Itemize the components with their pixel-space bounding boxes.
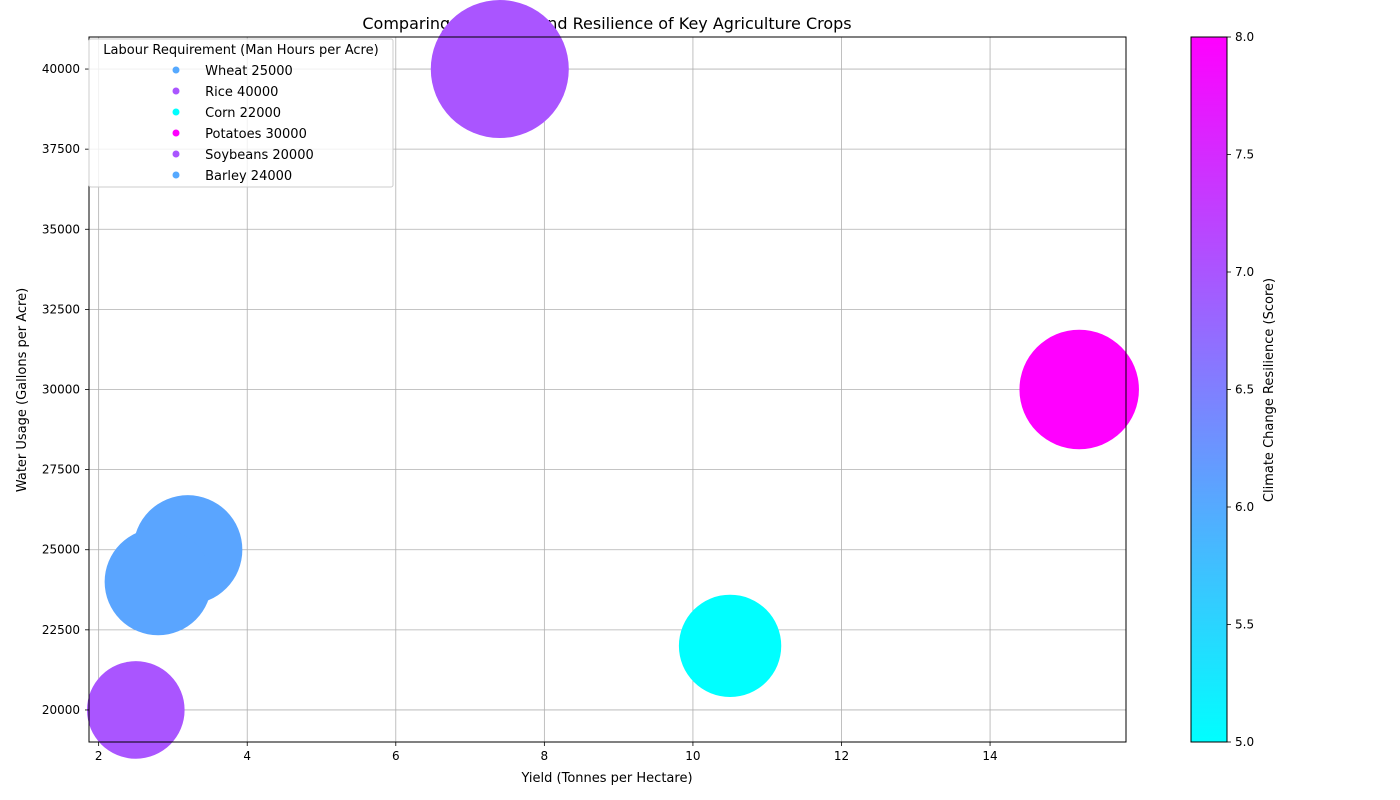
y-tick-label: 27500 xyxy=(42,463,80,477)
x-tick-label: 12 xyxy=(834,749,849,763)
legend-entries: Wheat 25000 Rice 40000 Corn 22000 Potato… xyxy=(172,64,314,184)
grid-lines xyxy=(89,37,1126,742)
x-tick-label: 10 xyxy=(685,749,700,763)
data-point xyxy=(1019,329,1139,450)
colorbar: 5.0 5.5 6.0 6.5 7.0 7.5 8.0 Climate Change Res… xyxy=(1190,30,1277,749)
data-point xyxy=(104,528,212,636)
x-axis-ticks: 2 4 6 8 10 12 14 xyxy=(95,742,998,763)
legend: Labour Requirement (Man Hours per Acre) … xyxy=(88,38,394,188)
y-axis-ticks: 20000 22500 25000 27500 30000 32500 35000 37500… xyxy=(42,62,89,717)
legend-entry-label: Barley 24000 xyxy=(201,169,292,184)
y-tick-label: 37500 xyxy=(42,142,80,156)
colorbar-gradient xyxy=(1190,36,1228,743)
colorbar-tick-label: 7.5 xyxy=(1235,148,1254,162)
x-tick-label: 4 xyxy=(243,749,251,763)
legend-title: Labour Requirement (Man Hours per Acre) xyxy=(103,43,378,58)
colorbar-label: Climate Change Resilience (Score) xyxy=(1262,278,1277,502)
legend-marker xyxy=(172,66,180,74)
legend-entry-label: Soybeans 20000 xyxy=(201,148,314,163)
data-point xyxy=(430,0,569,139)
y-tick-label: 32500 xyxy=(42,302,80,316)
chart-title: Comparing Efficiency and Resilience of K… xyxy=(362,14,851,33)
data-point xyxy=(87,661,185,759)
legend-entry-label: Rice 40000 xyxy=(201,85,278,100)
x-tick-label: 2 xyxy=(95,749,103,763)
colorbar-tick-label: 7.0 xyxy=(1235,265,1254,279)
colorbar-ticks: 5.0 5.5 6.0 6.5 7.0 7.5 8.0 xyxy=(1227,30,1254,749)
legend-marker xyxy=(172,87,180,95)
y-tick-label: 35000 xyxy=(42,222,80,236)
legend-marker xyxy=(172,150,180,158)
data-points xyxy=(87,0,1139,759)
x-tick-label: 6 xyxy=(392,749,400,763)
legend-entry-label: Corn 22000 xyxy=(201,106,281,121)
y-tick-label: 22500 xyxy=(42,623,80,637)
legend-marker xyxy=(172,108,180,116)
colorbar-tick-label: 6.5 xyxy=(1235,383,1254,397)
colorbar-tick-label: 5.5 xyxy=(1235,618,1254,632)
y-tick-label: 40000 xyxy=(42,62,80,76)
data-point xyxy=(678,594,782,698)
legend-marker xyxy=(172,171,180,179)
legend-entry-label: Wheat 25000 xyxy=(201,64,293,79)
x-axis-label: Yield (Tonnes per Hectare) xyxy=(520,771,692,786)
y-tick-label: 20000 xyxy=(42,703,80,717)
colorbar-tick-label: 8.0 xyxy=(1235,30,1254,44)
y-tick-label: 30000 xyxy=(42,383,80,397)
colorbar-tick-label: 5.0 xyxy=(1235,735,1254,749)
colorbar-tick-label: 6.0 xyxy=(1235,500,1254,514)
legend-marker xyxy=(172,129,180,137)
y-tick-label: 25000 xyxy=(42,543,80,557)
legend-box xyxy=(88,38,394,188)
x-tick-label: 8 xyxy=(541,749,549,763)
legend-entry-label: Potatoes 30000 xyxy=(201,127,307,142)
y-axis-label: Water Usage (Gallons per Acre) xyxy=(15,288,30,492)
x-tick-label: 14 xyxy=(982,749,997,763)
